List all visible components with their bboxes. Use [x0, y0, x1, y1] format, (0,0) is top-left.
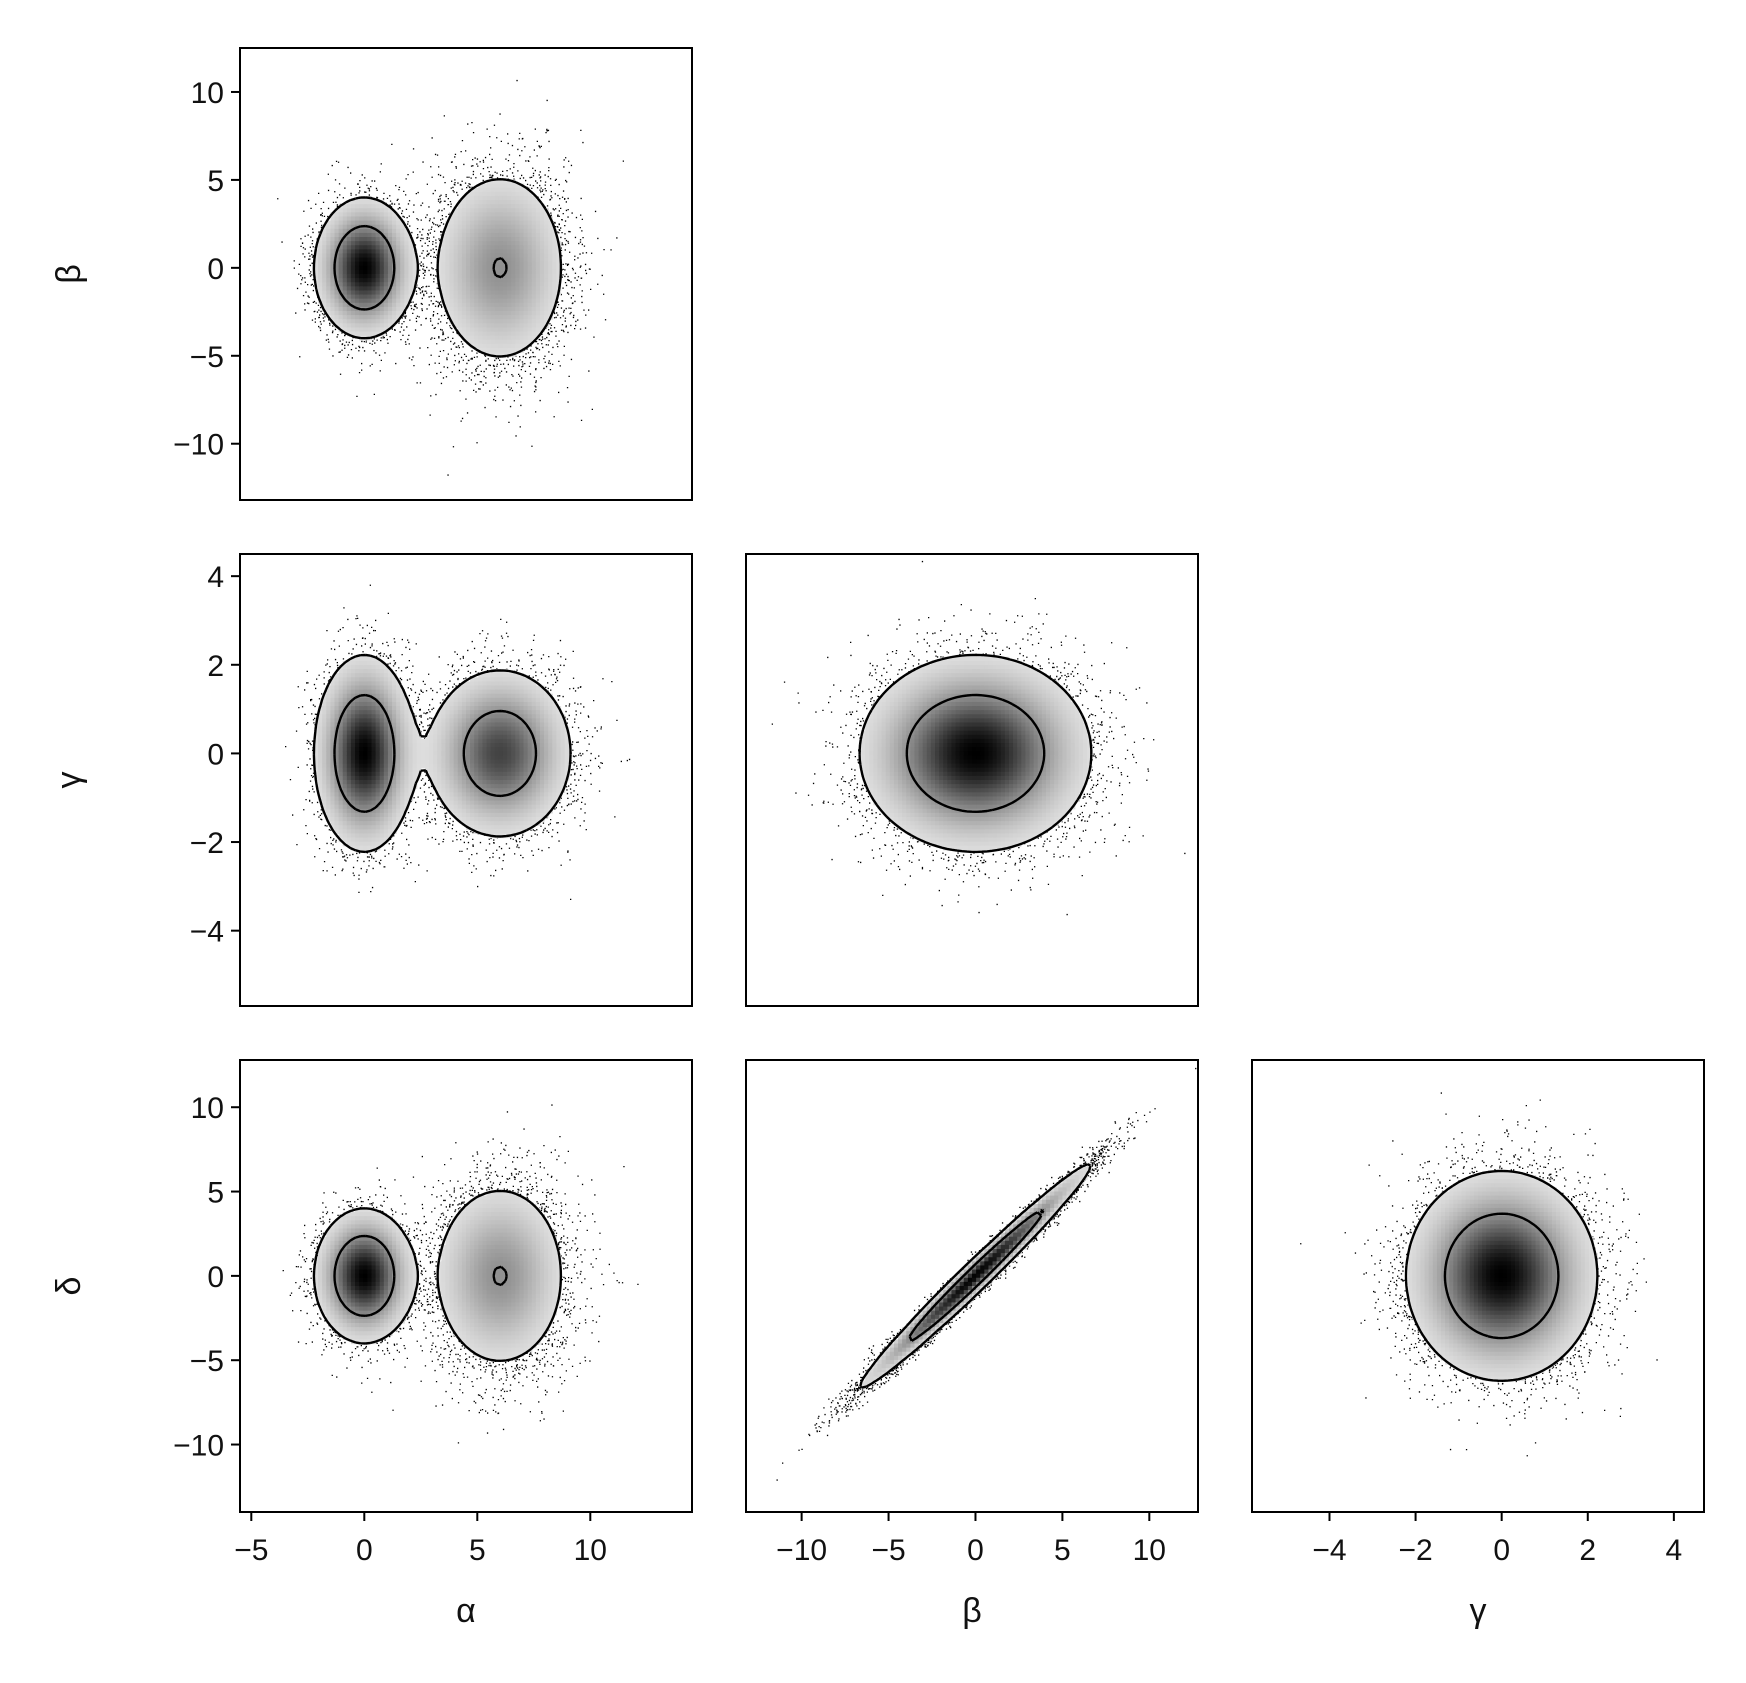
panel-alpha-beta: −10 −5 0 5 10 β — [50, 47, 693, 501]
y-tick-label: −5 — [190, 1345, 224, 1378]
axes-frame — [239, 553, 693, 1007]
axes-frame — [745, 1059, 1199, 1513]
y-tick-label: −5 — [190, 341, 224, 374]
density-shading — [861, 656, 1092, 851]
contour-line — [333, 224, 508, 311]
contour-line — [858, 653, 1093, 854]
contour-line — [312, 1189, 563, 1362]
density-shading — [313, 179, 562, 357]
x-tick-label: −4 — [1312, 1534, 1346, 1567]
x-tick-label: 10 — [574, 1534, 607, 1567]
x-tick-label: 4 — [1666, 1534, 1683, 1567]
plot-area — [1300, 1092, 1658, 1457]
y-tick-label: 0 — [207, 1261, 224, 1294]
x-tick-label: −2 — [1398, 1534, 1432, 1567]
x-axis-label: α — [456, 1592, 476, 1630]
x-tick-label: −10 — [776, 1534, 827, 1567]
y-tick-label: −4 — [190, 916, 224, 949]
x-tick-label: 10 — [1133, 1534, 1166, 1567]
axes-frame — [239, 1059, 693, 1513]
panel-alpha-gamma: −4 −2 0 2 4 γ — [50, 553, 693, 1007]
contour-lines — [312, 653, 572, 854]
contour-lines — [1404, 1169, 1599, 1382]
scatter-dots — [771, 560, 1186, 916]
x-tick-label: −5 — [234, 1534, 268, 1567]
contour-lines — [312, 178, 563, 358]
x-tick-label: 0 — [1493, 1534, 1510, 1567]
y-tick-label: 0 — [207, 253, 224, 286]
y-tick-label: 0 — [207, 738, 224, 771]
contour-lines — [859, 1163, 1092, 1389]
contour-line — [908, 1208, 1045, 1342]
y-tick-label: 5 — [207, 1177, 224, 1210]
contour-line — [333, 1234, 508, 1317]
sample-points — [776, 1067, 1197, 1481]
density-shading — [1408, 1170, 1598, 1382]
contour-line — [312, 178, 563, 358]
y-tick-label: −2 — [190, 827, 224, 860]
axes-frame — [1251, 1059, 1705, 1513]
panel-gamma-delta: −4 −2 0 2 4 γ — [1251, 1059, 1705, 1630]
plot-area — [282, 1104, 639, 1444]
contour-line — [1443, 1212, 1560, 1340]
contour-lines — [312, 1189, 563, 1362]
x-tick-label: 0 — [967, 1534, 984, 1567]
axes-frame — [745, 553, 1199, 1007]
plot-area — [776, 1067, 1197, 1481]
y-axis-label: γ — [50, 772, 88, 789]
y-axis-label: β — [50, 264, 88, 284]
panel-beta-delta: −10 −5 0 5 10 β — [745, 1059, 1199, 1630]
sample-points — [771, 560, 1186, 916]
y-tick-label: 4 — [207, 561, 224, 594]
contour-line — [1404, 1169, 1599, 1382]
y-tick-label: 10 — [191, 77, 224, 110]
x-tick-label: 0 — [356, 1534, 373, 1567]
y-tick-label: 10 — [191, 1092, 224, 1125]
contour-line — [859, 1163, 1092, 1389]
y-tick-label: −10 — [173, 1430, 224, 1463]
panel-alpha-delta: −10 −5 0 5 10 −5 0 5 10 δ α — [50, 1059, 693, 1630]
y-axis-label: δ — [50, 1277, 88, 1296]
x-tick-label: 5 — [1054, 1534, 1071, 1567]
plot-area — [771, 560, 1186, 916]
y-tick-label: 5 — [207, 165, 224, 198]
contour-lines — [858, 653, 1093, 854]
x-axis-label: β — [962, 1592, 982, 1630]
contour-line — [312, 653, 572, 854]
x-tick-label: −5 — [871, 1534, 905, 1567]
scatter-dots — [776, 1067, 1197, 1481]
plot-area — [277, 79, 624, 476]
x-axis-label: γ — [1470, 1592, 1487, 1630]
x-tick-label: 2 — [1579, 1534, 1596, 1567]
contour-line — [905, 693, 1046, 813]
contour-line — [333, 693, 538, 813]
axes-frame — [239, 47, 693, 501]
x-tick-label: 5 — [469, 1534, 486, 1567]
y-tick-label: −10 — [173, 429, 224, 462]
plot-area — [285, 584, 631, 900]
panel-beta-gamma — [745, 553, 1199, 1007]
y-tick-label: 2 — [207, 650, 224, 683]
